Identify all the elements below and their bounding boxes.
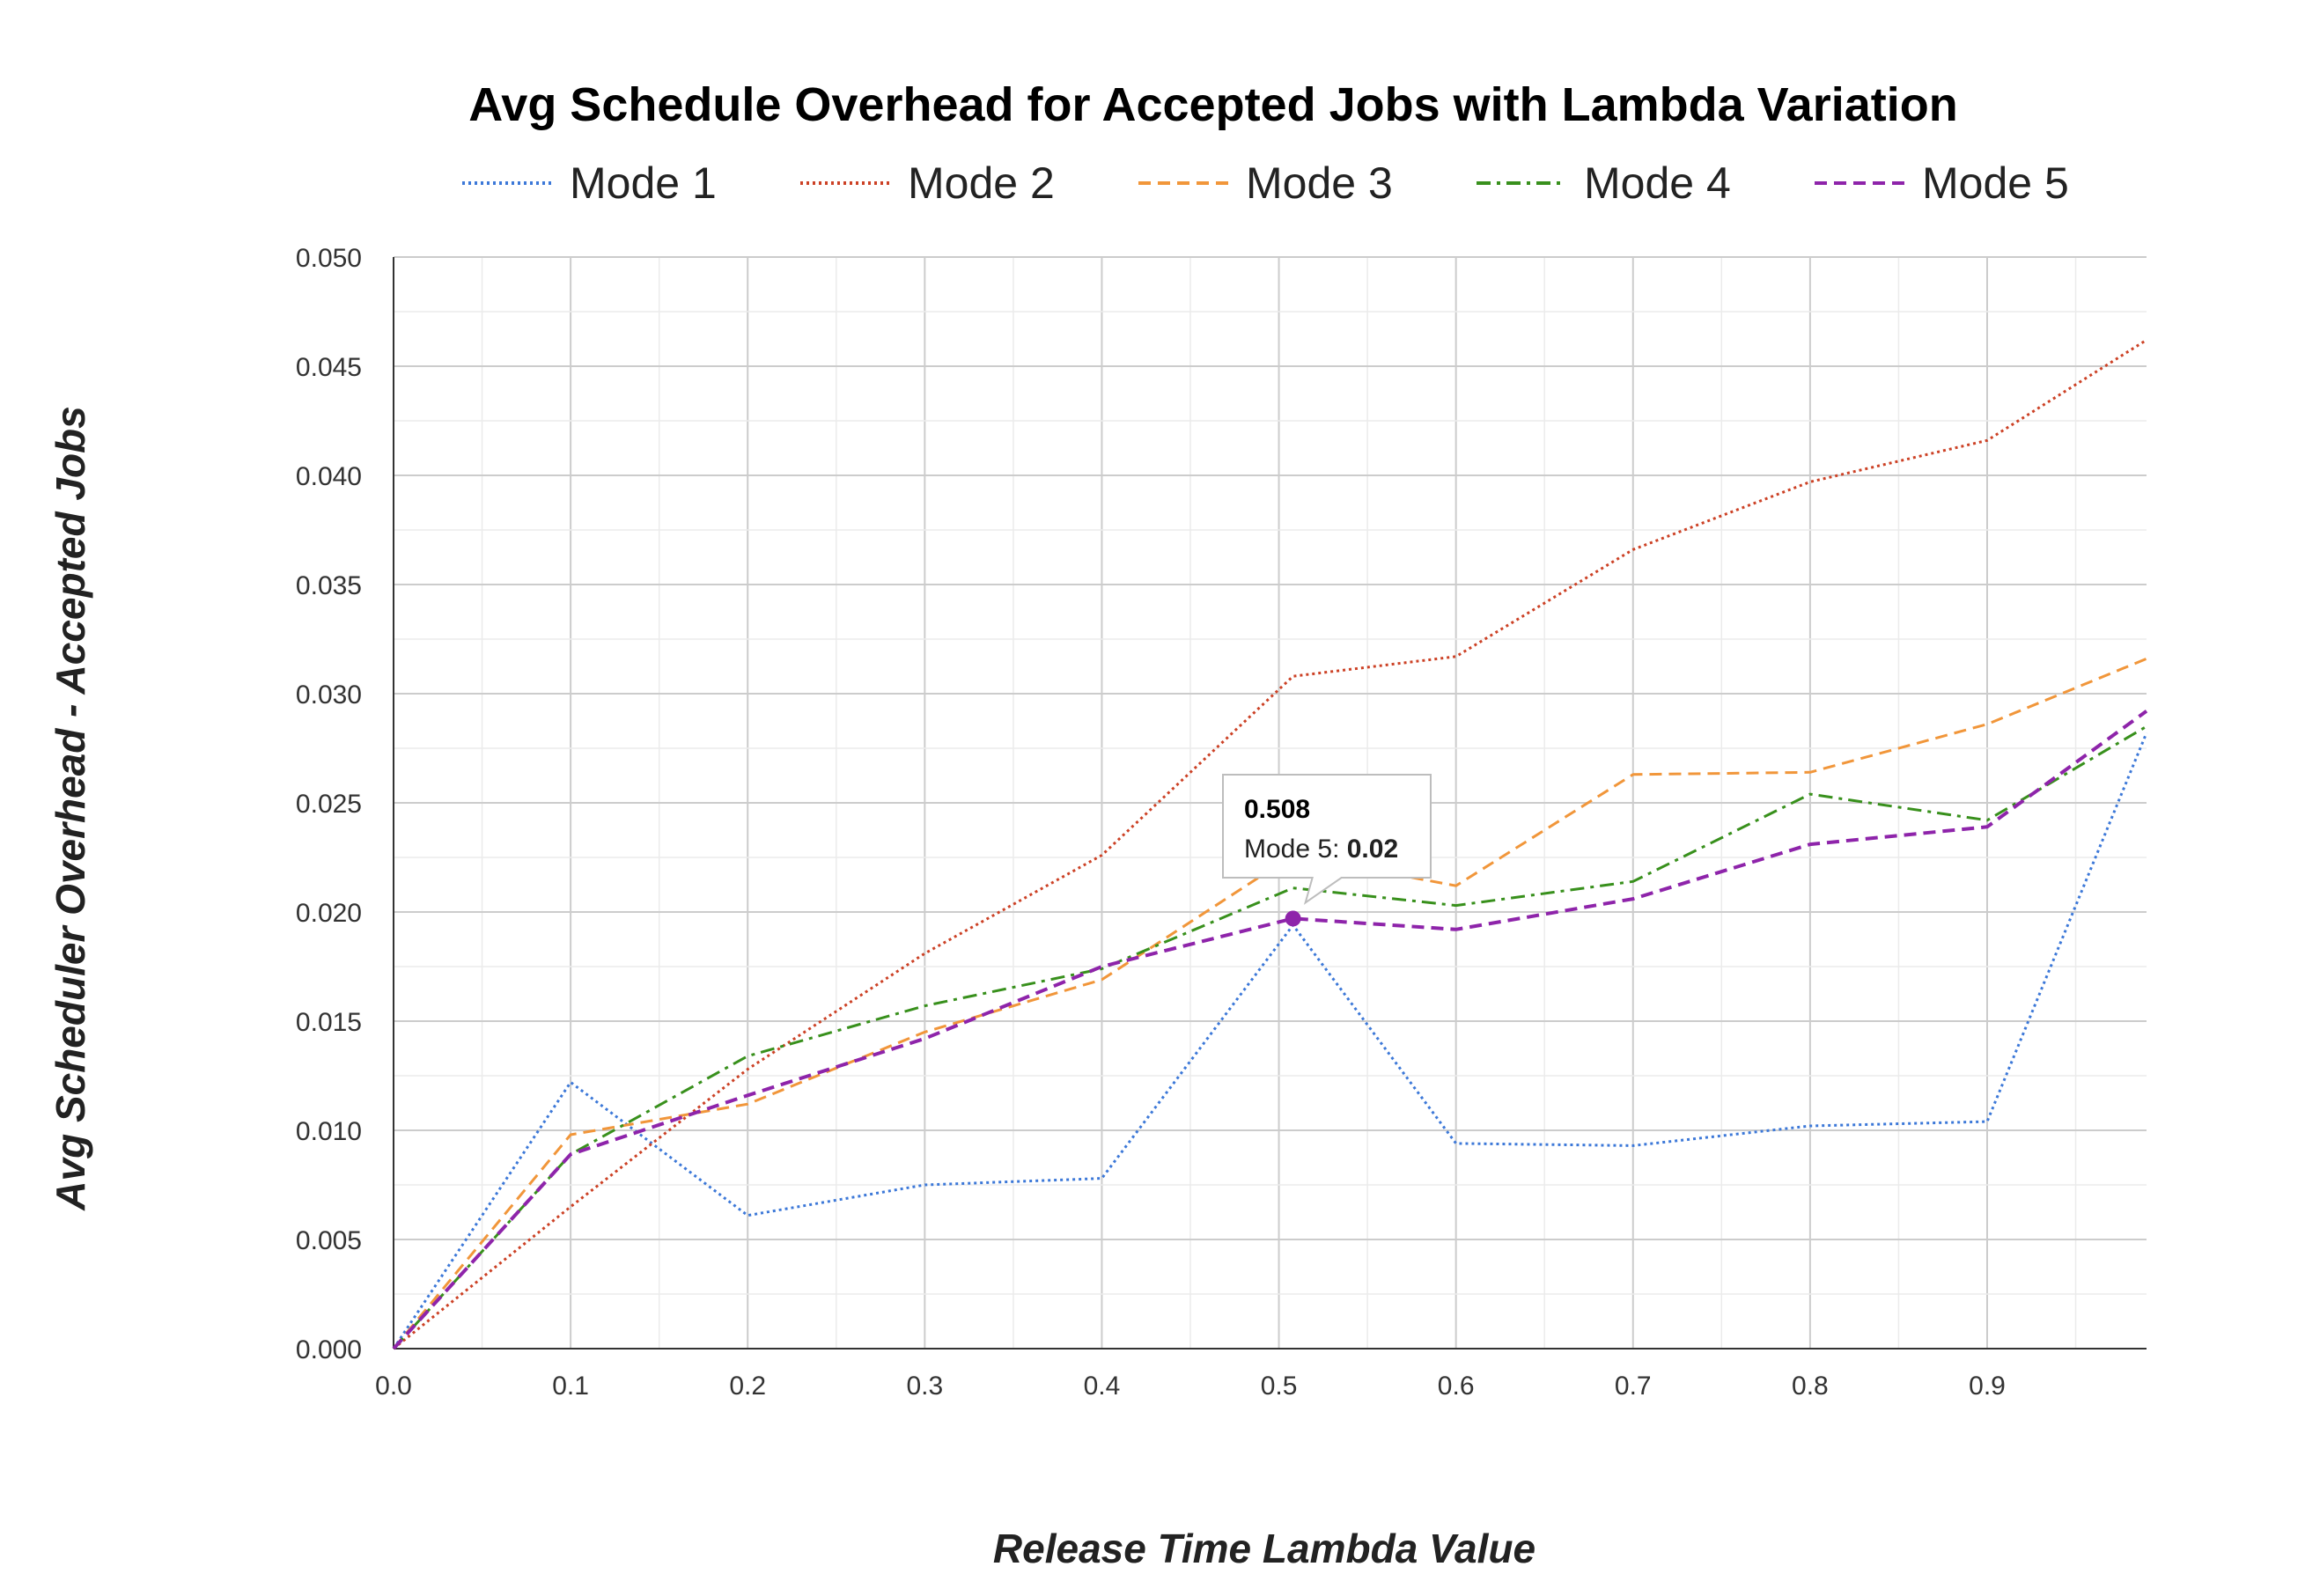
y-tick-label: 0.000	[296, 1335, 362, 1364]
y-tick-label: 0.050	[296, 244, 362, 273]
x-tick-label: 0.2	[729, 1372, 766, 1401]
legend-label-mode-2: Mode 2	[908, 158, 1055, 208]
series-line-mode-5	[392, 710, 2148, 1350]
x-axis-title: Release Time Lambda Value	[993, 1526, 1535, 1571]
tooltip-point-marker	[1285, 910, 1301, 927]
chart-title: Avg Schedule Overhead for Accepted Jobs …	[468, 78, 1957, 131]
tooltip-series-label: Mode 5:	[1244, 835, 1347, 864]
legend-label-mode-1: Mode 1	[570, 158, 717, 208]
tooltip-x-value: 0.508	[1244, 795, 1310, 824]
legend-label-mode-5: Mode 5	[1922, 158, 2069, 208]
y-tick-label: 0.040	[296, 462, 362, 491]
y-tick-label: 0.010	[296, 1117, 362, 1146]
tooltip: 0.508 Mode 5: 0.02	[1222, 774, 1432, 927]
y-tick-label: 0.005	[296, 1226, 362, 1255]
x-tick-label: 0.4	[1084, 1372, 1121, 1401]
x-tick-label: 0.6	[1438, 1372, 1475, 1401]
x-tick-label: 0.0	[375, 1372, 412, 1401]
x-tick-label: 0.1	[552, 1372, 589, 1401]
y-tick-label: 0.045	[296, 353, 362, 382]
series-line-mode-4	[392, 724, 2147, 1350]
y-tick-label: 0.035	[296, 571, 362, 600]
y-tick-label: 0.030	[296, 680, 362, 710]
x-tick-label: 0.7	[1615, 1372, 1652, 1401]
tooltip-value: 0.02	[1347, 835, 1398, 864]
x-tick-label: 0.8	[1792, 1372, 1829, 1401]
y-tick-label: 0.015	[296, 1008, 362, 1037]
x-tick-label: 0.9	[1969, 1372, 2006, 1401]
legend-label-mode-4: Mode 4	[1584, 158, 1731, 208]
y-axis-title: Avg Scheduler Overhead - Accepted Jobs	[48, 406, 93, 1210]
axes: 0.0 0.1 0.2 0.3 0.4 0.5 0.6 0.7 0.8 0.9 0.000 0.005…	[296, 244, 2147, 1401]
tooltip-box	[1222, 774, 1432, 905]
legend-label-mode-3: Mode 3	[1246, 158, 1393, 208]
tooltip-series-line: Mode 5: 0.02	[1244, 835, 1398, 864]
x-tick-label: 0.5	[1261, 1372, 1298, 1401]
y-tick-label: 0.025	[296, 790, 362, 819]
legend: Mode 1 Mode 2 Mode 3 Mode 4 Mode 5	[462, 158, 2069, 208]
series-line-mode-3	[392, 657, 2147, 1350]
y-tick-label: 0.020	[296, 899, 362, 928]
x-tick-label: 0.3	[906, 1372, 943, 1401]
